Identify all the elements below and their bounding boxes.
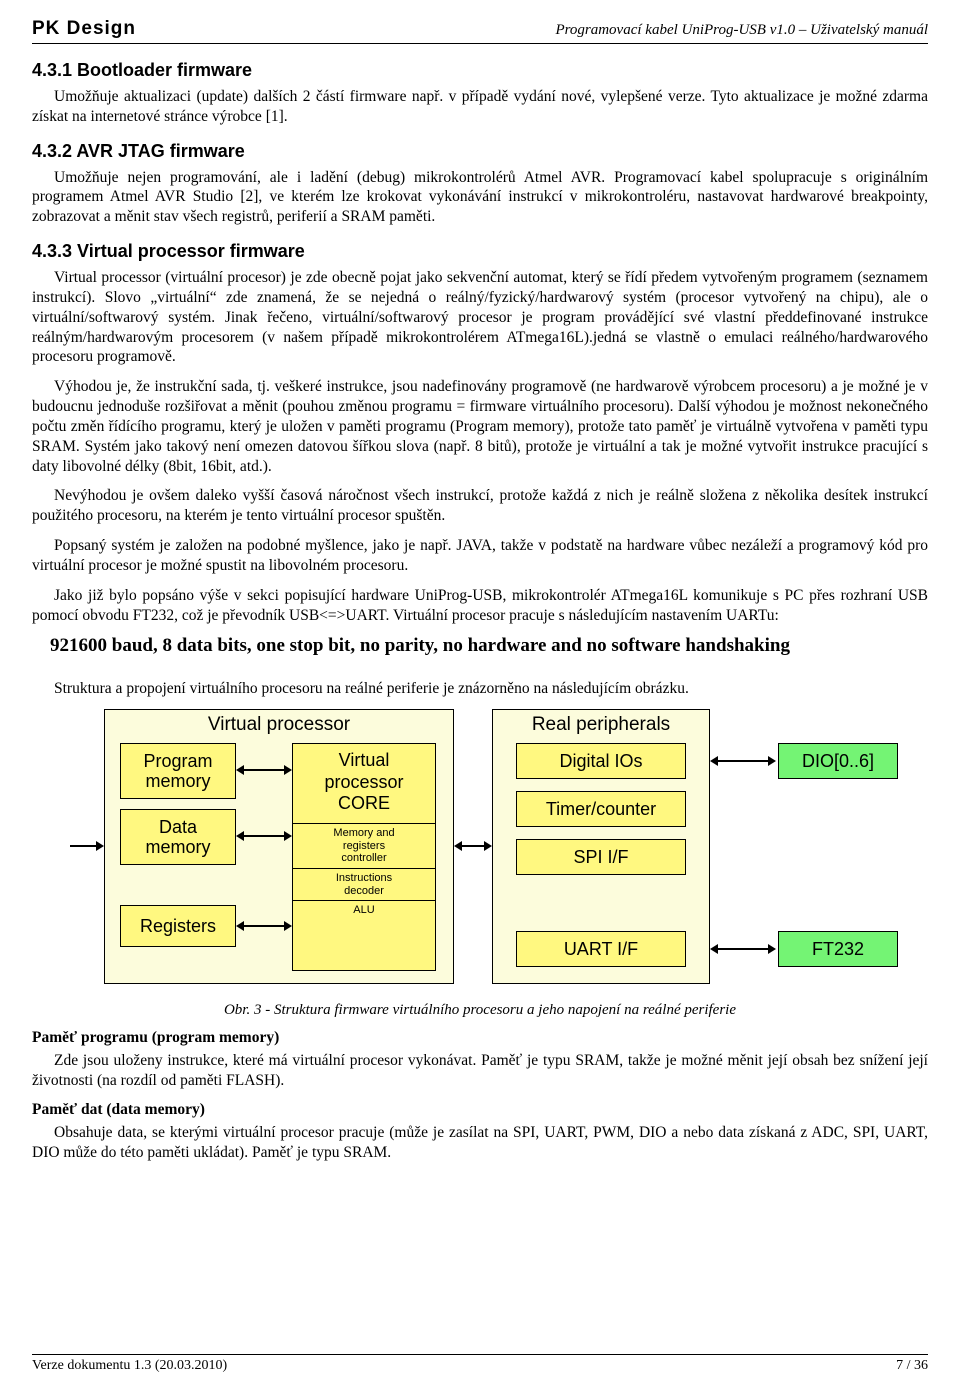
uart-settings-line: 921600 baud, 8 data bits, one stop bit, … — [50, 635, 928, 657]
uart-if-block: UART I/F — [516, 931, 686, 967]
subhead-data-memory: Paměť dat (data memory) — [32, 1101, 928, 1119]
rp-title: Real peripherals — [493, 714, 709, 736]
dio-ext-block: DIO[0..6] — [778, 743, 898, 779]
arrow-prog-core — [244, 769, 284, 771]
document-page: PK Design Programovací kabel UniProg-USB… — [0, 0, 960, 1386]
vp-core-title: Virtual processor CORE — [320, 744, 407, 823]
vp-title: Virtual processor — [105, 714, 453, 736]
doc-title: Programovací kabel UniProg-USB v1.0 – Už… — [555, 22, 928, 39]
registers-block: Registers — [120, 905, 236, 947]
page-header: PK Design Programovací kabel UniProg-USB… — [32, 18, 928, 44]
data-memory-p: Obsahuje data, se kterými virtuální proc… — [32, 1123, 928, 1163]
section-4-3-2-heading: 4.3.2 AVR JTAG firmware — [32, 141, 928, 162]
digital-ios-block: Digital IOs — [516, 743, 686, 779]
figure-3: Virtual processor Program memory Data me… — [38, 709, 922, 1019]
section-4-3-3-p2: Výhodou je, že instrukční sada, tj. vešk… — [32, 377, 928, 476]
section-4-3-3-p3: Nevýhodou je ovšem daleko vyšší časová n… — [32, 486, 928, 526]
section-4-3-2-p1: Umožňuje nejen programování, ale i laděn… — [32, 168, 928, 227]
figure-intro: Struktura a propojení virtuálního proces… — [32, 679, 928, 699]
section-4-3-1-heading: 4.3.1 Bootloader firmware — [32, 60, 928, 81]
section-4-3-1-p1: Umožňuje aktualizaci (update) dalších 2 … — [32, 87, 928, 127]
brand-logo: PK Design — [32, 18, 136, 40]
vp-core-sub-alu: ALU — [293, 900, 435, 920]
vp-core-sub-decoder: Instructions decoder — [293, 868, 435, 900]
arrow-uart-ft — [718, 948, 768, 950]
spi-if-block: SPI I/F — [516, 839, 686, 875]
data-memory-block: Data memory — [120, 809, 236, 865]
section-4-3-3-p4: Popsaný systém je založen na podobné myš… — [32, 536, 928, 576]
diagram: Virtual processor Program memory Data me… — [38, 709, 922, 994]
vp-core-sub-mem: Memory and registers controller — [293, 823, 435, 868]
section-4-3-3-p5: Jako již bylo popsáno výše v sekci popis… — [32, 586, 928, 626]
arrow-into-vp — [70, 845, 96, 847]
arrow-dio-ext — [718, 760, 768, 762]
arrow-regs-core — [244, 925, 284, 927]
program-memory-p: Zde jsou uloženy instrukce, které má vir… — [32, 1051, 928, 1091]
arrow-data-core — [244, 835, 284, 837]
page-footer: Verze dokumentu 1.3 (20.03.2010) 7 / 36 — [32, 1354, 928, 1374]
footer-page-number: 7 / 36 — [896, 1358, 928, 1374]
footer-version: Verze dokumentu 1.3 (20.03.2010) — [32, 1358, 227, 1374]
section-4-3-3-p1: Virtual processor (virtuální procesor) j… — [32, 268, 928, 367]
arrow-core-rp — [462, 845, 484, 847]
subhead-program-memory: Paměť programu (program memory) — [32, 1029, 928, 1047]
ft232-block: FT232 — [778, 931, 898, 967]
program-memory-block: Program memory — [120, 743, 236, 799]
figure-3-caption: Obr. 3 - Struktura firmware virtuálního … — [38, 1002, 922, 1019]
section-4-3-3-heading: 4.3.3 Virtual processor firmware — [32, 241, 928, 262]
vp-core-block: Virtual processor CORE Memory and regist… — [292, 743, 436, 971]
timer-counter-block: Timer/counter — [516, 791, 686, 827]
